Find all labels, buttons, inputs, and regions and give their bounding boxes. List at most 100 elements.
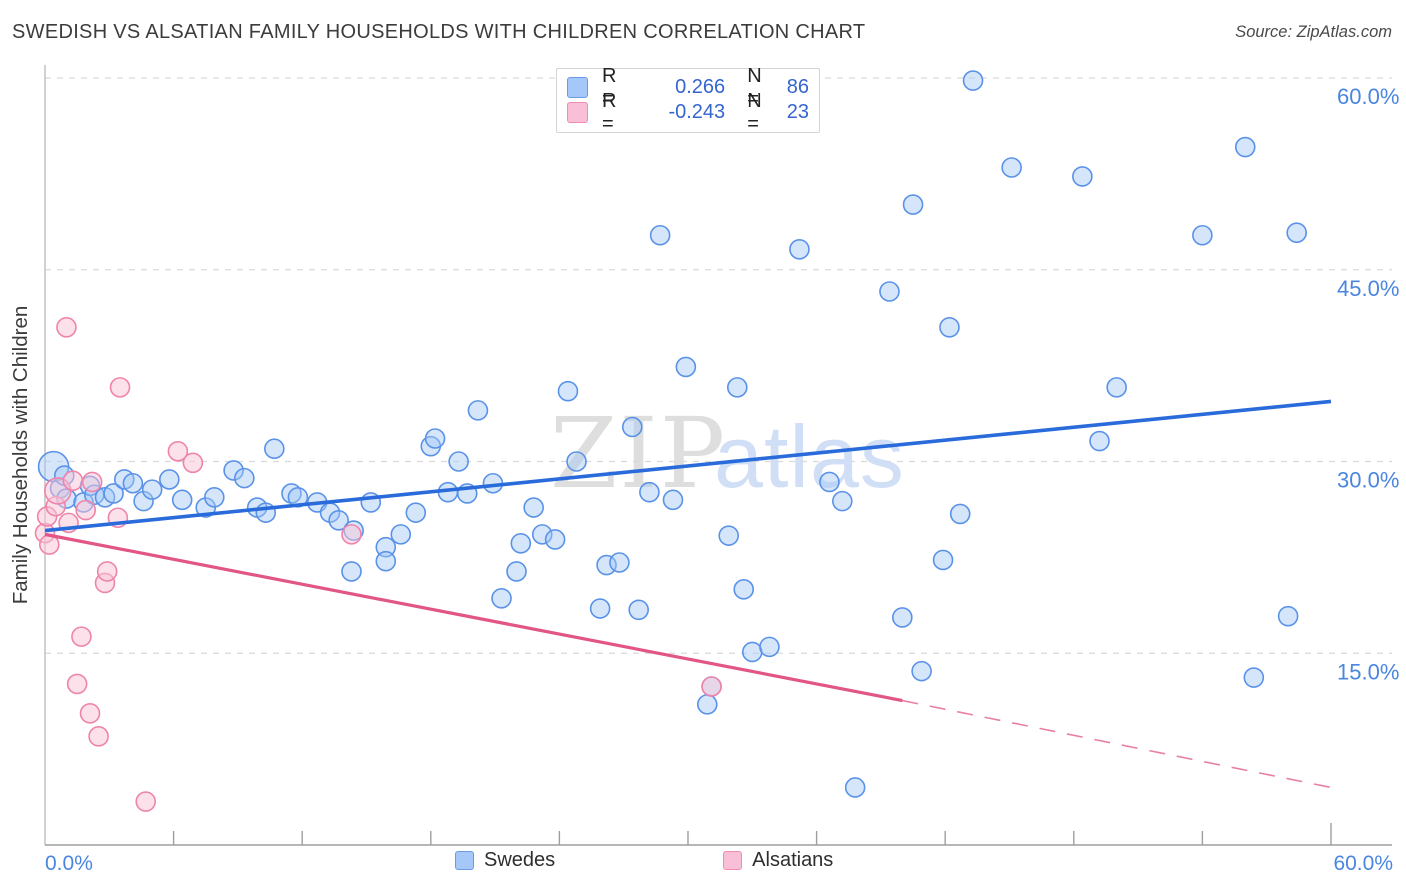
series-swedes [37, 70, 1307, 798]
swedes-point[interactable] [718, 525, 740, 546]
swedes-point[interactable] [609, 552, 630, 573]
swedes-point[interactable] [844, 777, 866, 798]
swedes-point[interactable] [649, 224, 671, 246]
swedes-point[interactable] [510, 533, 532, 554]
swedes-point[interactable] [589, 598, 611, 619]
swedes-point[interactable] [467, 400, 489, 421]
swedes-point[interactable] [506, 561, 527, 582]
alsatians-point[interactable] [341, 524, 362, 545]
y-tick-label: 60.0% [1337, 84, 1399, 109]
swedes-point[interactable] [264, 438, 285, 460]
watermark-zip: ZIP [550, 397, 727, 510]
swedes-point[interactable] [159, 469, 180, 490]
alsatians-point[interactable] [701, 676, 722, 697]
swedes-point[interactable] [390, 524, 412, 545]
swedes-point[interactable] [962, 70, 984, 91]
series-alsatians [34, 316, 722, 812]
swedes-point[interactable] [596, 554, 617, 576]
swedes-point[interactable] [639, 481, 660, 503]
swedes-point[interactable] [819, 471, 840, 493]
swedes-point[interactable] [1192, 224, 1213, 246]
swedes-point[interactable] [523, 497, 544, 518]
series-label: Alsatians [752, 849, 834, 871]
watermark-atlas: atlas [714, 407, 905, 506]
swedes-point[interactable] [1286, 222, 1307, 243]
swedes-point[interactable] [832, 490, 853, 512]
swedes-point[interactable] [1243, 667, 1265, 688]
alsatians-point[interactable] [109, 377, 131, 398]
swedes-point[interactable] [544, 529, 566, 550]
swedes-point[interactable] [696, 694, 718, 715]
swedes-point[interactable] [448, 451, 469, 472]
swedes-point[interactable] [375, 536, 397, 558]
source-attribution: Source: ZipAtlas.com [1235, 23, 1392, 41]
swedes-point[interactable] [789, 239, 810, 260]
alsatians-trend-line [44, 532, 903, 703]
swedes-point[interactable] [675, 356, 697, 378]
swedes-point[interactable] [879, 281, 900, 302]
swedes-point[interactable] [733, 579, 755, 600]
alsatians-point[interactable] [135, 791, 157, 812]
alsatians-point[interactable] [75, 499, 97, 521]
swedes-point[interactable] [375, 550, 397, 572]
swedes-point[interactable] [557, 380, 579, 402]
swedes-point[interactable] [171, 489, 193, 511]
alsatians-point[interactable] [96, 561, 118, 582]
r-value-alsatians: -0.243 [668, 101, 726, 123]
alsatians-point[interactable] [62, 470, 84, 491]
swedes-point[interactable] [1234, 136, 1256, 158]
swedes-point[interactable] [1001, 157, 1022, 178]
swedes-point[interactable] [662, 489, 684, 511]
swedes-point[interactable] [141, 479, 163, 500]
alsatians-point[interactable] [56, 316, 77, 338]
swedes-point[interactable] [566, 451, 587, 472]
alsatians-point[interactable] [167, 440, 189, 462]
swedes-point[interactable] [932, 549, 954, 571]
legend-row-alsatians: R = -0.243 N = 23 [567, 90, 809, 135]
swedes-point[interactable] [1106, 377, 1127, 398]
swedes-point[interactable] [741, 641, 763, 663]
r-value-swedes: 0.266 [675, 76, 726, 98]
swedes-point[interactable] [939, 316, 960, 338]
y-tick-label: 45.0% [1337, 276, 1399, 301]
alsatians-trend-line-extrapolated [902, 699, 1332, 789]
series-legend: Swedes Alsatians [455, 849, 833, 872]
swedes-point[interactable] [949, 503, 971, 525]
swedes-point[interactable] [892, 607, 913, 628]
r-label: R = [602, 89, 617, 135]
alsatians-point[interactable] [182, 452, 204, 474]
page-title: SWEDISH VS ALSATIAN FAMILY HOUSEHOLDS WI… [12, 21, 866, 43]
swedes-point[interactable] [531, 524, 553, 545]
n-label: N = [747, 64, 762, 110]
swedes-point[interactable] [424, 428, 446, 449]
swedes-point[interactable] [204, 487, 225, 508]
swedes-point[interactable] [628, 599, 649, 621]
swedes-point[interactable] [621, 416, 643, 438]
x-axis-max-label: 60.0% [1333, 852, 1393, 875]
swedes-point[interactable] [405, 502, 427, 523]
swedes-point[interactable] [911, 660, 932, 682]
alsatians-point[interactable] [81, 471, 103, 493]
swedes-point[interactable] [1277, 605, 1299, 627]
swedes-point[interactable] [1072, 166, 1093, 187]
swedes-point[interactable] [122, 472, 144, 494]
swedes-point[interactable] [1089, 430, 1110, 452]
alsatians-point[interactable] [66, 673, 88, 695]
swedes-point[interactable] [328, 510, 349, 531]
swedes-point[interactable] [103, 483, 124, 504]
alsatians-point[interactable] [88, 726, 109, 747]
alsatians-point[interactable] [71, 626, 92, 647]
series-legend-alsatians: Alsatians [723, 849, 833, 872]
swedes-point[interactable] [341, 561, 362, 582]
swedes-point[interactable] [759, 636, 780, 658]
swedes-point[interactable] [902, 194, 924, 215]
n-value-alsatians: 23 [786, 101, 809, 123]
swedes-point[interactable] [726, 377, 748, 398]
swedes-point[interactable] [491, 587, 512, 609]
alsatians-point[interactable] [79, 703, 101, 724]
swedes-swatch-icon [567, 77, 588, 98]
swedes-point[interactable] [234, 467, 255, 489]
swedes-point[interactable] [223, 460, 244, 481]
